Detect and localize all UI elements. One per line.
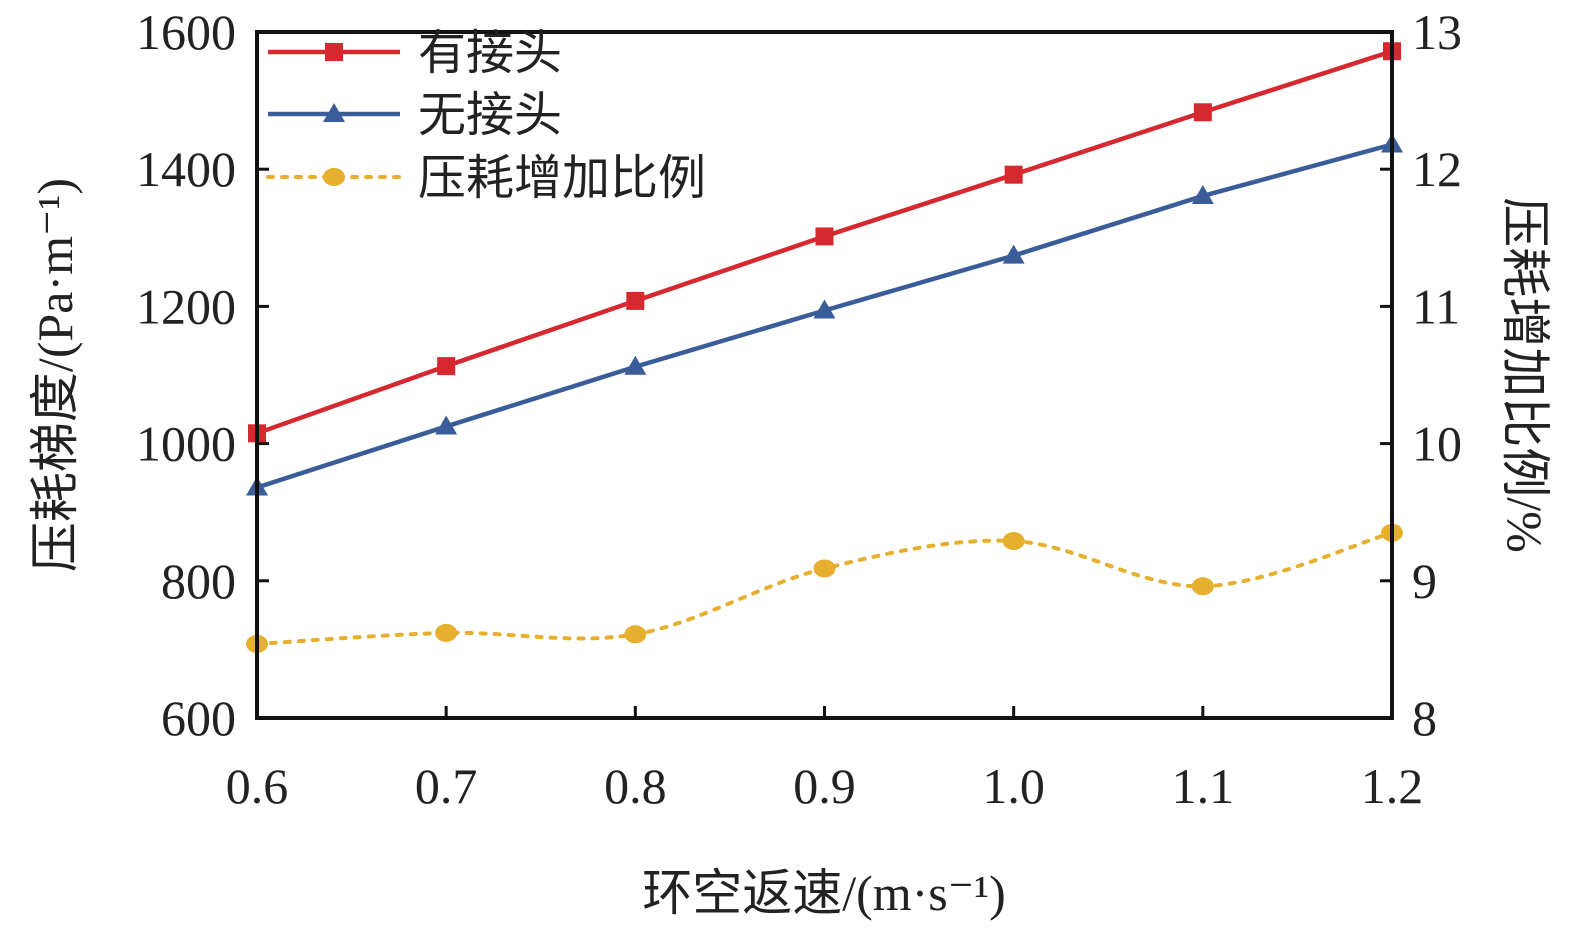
data-point: [815, 227, 834, 246]
legend-marker: [323, 103, 345, 122]
y-left-tick-label: 600: [161, 690, 236, 746]
y-right-tick-label: 12: [1412, 141, 1462, 197]
y-left-tick-label: 800: [161, 553, 236, 609]
series-3: [246, 523, 1403, 653]
series-line: [255, 530, 1394, 646]
x-tick-label: 0.7: [415, 758, 478, 814]
legend-marker: [325, 43, 343, 61]
data-point: [1193, 103, 1212, 122]
data-point: [624, 355, 647, 375]
x-tick-label: 0.6: [226, 758, 289, 814]
x-tick-label: 0.9: [793, 758, 856, 814]
y-right-tick-label: 13: [1412, 4, 1462, 60]
data-point: [626, 291, 645, 310]
x-tick-label: 1.1: [1172, 758, 1235, 814]
data-point: [435, 415, 458, 435]
x-axis-title: 环空返速/(m·s⁻¹): [642, 865, 1006, 921]
chart-axes: 0.6 0.7 0.8 0.9 1.0 1.1 1.2 600 800 1000 1200 1400 1…: [27, 4, 1553, 921]
data-point: [813, 559, 836, 578]
y-left-tick-label: 1600: [136, 4, 236, 60]
data-point: [813, 299, 836, 319]
y-left-axis-title: 压耗梯度/(Pa·m⁻¹): [27, 178, 83, 572]
data-point: [1002, 244, 1025, 264]
data-point: [437, 357, 456, 376]
y-right-axis-title: 压耗增加比例/%: [1497, 197, 1553, 553]
data-point: [1004, 165, 1023, 184]
legend-entry-1: 有接头: [268, 27, 562, 80]
legend-entry-2: 无接头: [268, 89, 562, 142]
legend-label: 无接头: [418, 89, 562, 142]
y-left-tick-label: 1400: [136, 141, 236, 197]
y-right-tick-label: 11: [1412, 278, 1460, 334]
y-left-tick-label: 1200: [136, 278, 236, 334]
x-tick-label: 0.8: [604, 758, 667, 814]
legend-marker: [323, 168, 345, 186]
data-point: [1002, 532, 1025, 551]
y-left-tick-label: 1000: [136, 416, 236, 472]
data-point: [1191, 577, 1214, 596]
legend-label: 压耗增加比例: [418, 152, 706, 205]
data-point: [624, 625, 647, 644]
x-tick-label: 1.0: [982, 758, 1045, 814]
legend-entry-3: 压耗增加比例: [266, 152, 706, 205]
data-point: [1191, 184, 1214, 204]
y-right-tick-label: 9: [1412, 553, 1437, 609]
legend-label: 有接头: [418, 27, 562, 80]
y-right-tick-label: 10: [1412, 416, 1462, 472]
y-right-tick-label: 8: [1412, 690, 1437, 746]
data-point: [435, 623, 458, 642]
x-tick-label: 1.2: [1361, 758, 1424, 814]
